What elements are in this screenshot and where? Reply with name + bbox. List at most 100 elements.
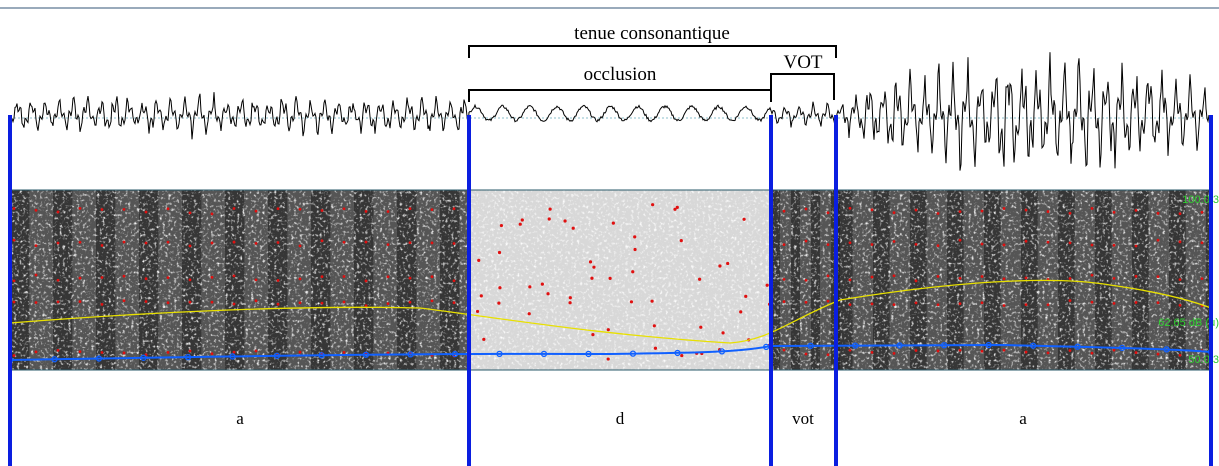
formant-dot [936, 349, 940, 353]
formant-dot [497, 250, 502, 255]
formant-dot [1134, 351, 1138, 354]
formant-dot [980, 242, 984, 246]
formant-dot [122, 299, 126, 303]
formant-dot [870, 208, 874, 212]
pitch-point [1074, 343, 1081, 350]
formant-dot [744, 294, 748, 298]
spectrogram [10, 190, 1211, 370]
formant-dot [386, 210, 390, 213]
formant-dot [631, 270, 635, 274]
pitch-point [1207, 348, 1211, 356]
formant-dot [1024, 239, 1028, 243]
formant-dot [122, 274, 126, 278]
bottom-label: 50.0 3 [1188, 354, 1219, 366]
formant-dot [1112, 348, 1116, 352]
formant-dot [100, 302, 104, 306]
formant-dot [1046, 240, 1050, 244]
top-label: 100.0 3 [1182, 194, 1219, 206]
formant-dot [652, 324, 656, 328]
formant-dot [680, 353, 684, 358]
formant-dot [1046, 303, 1050, 307]
formant-dot [1134, 244, 1138, 248]
formant-dot [1112, 243, 1116, 247]
formant-dot [1178, 240, 1182, 244]
formant-dot [1024, 276, 1028, 280]
formant-dot [188, 278, 192, 282]
formant-dot [546, 292, 550, 296]
boundaries [8, 115, 1213, 466]
formant-dot [592, 265, 596, 269]
pitch-point [273, 352, 281, 359]
segment-label: vot [792, 409, 814, 428]
formant-dot [298, 301, 302, 305]
formant-dot [497, 301, 501, 305]
formant-dot [1068, 277, 1072, 280]
pitch-point [985, 341, 992, 349]
formant-dot [699, 325, 703, 329]
formant-dot [590, 276, 594, 280]
formant-dot [1002, 348, 1006, 352]
formant-dot [650, 299, 654, 303]
formant-dot [276, 302, 280, 306]
formant-dot [1178, 353, 1182, 357]
formant-dot [408, 300, 412, 304]
formant-dot [56, 300, 60, 304]
formant-dot [1156, 238, 1160, 242]
formant-dot [144, 241, 148, 245]
formant-dot [1156, 352, 1160, 356]
formant-dot [568, 301, 572, 305]
formant-dot [188, 211, 192, 215]
formant-dot [298, 244, 302, 248]
formant-dot [210, 212, 214, 216]
formant-dot [232, 350, 236, 354]
formant-dot [804, 239, 808, 243]
formant-dot [606, 328, 610, 332]
vot-bracket [770, 73, 835, 100]
tenue-label: tenue consonantique [574, 23, 730, 44]
formant-dot [475, 309, 480, 314]
vot-label: VOT [783, 52, 822, 73]
formant-dot [78, 276, 82, 280]
formant-dot [12, 279, 16, 283]
mid-label: 62.65 dB (μ) [1158, 317, 1219, 329]
formant-dot [826, 299, 830, 303]
formant-dot [254, 209, 258, 213]
formant-dot [1068, 241, 1072, 245]
formant-dot [870, 302, 874, 306]
formant-dot [408, 241, 412, 245]
formant-dot [980, 275, 984, 278]
formant-dot [122, 351, 126, 355]
formant-dot [782, 348, 786, 352]
formant-dot [12, 354, 16, 357]
formant-dot [232, 302, 236, 306]
formant-dot [1024, 350, 1028, 354]
occlusion-bracket [468, 89, 772, 102]
formant-dot [100, 351, 104, 354]
formant-dot [914, 243, 918, 246]
formant-dot [518, 222, 522, 226]
formant-dot [122, 207, 126, 211]
formant-dot [606, 357, 610, 361]
formant-dot [78, 240, 82, 244]
formant-dot [386, 351, 390, 355]
formant-dot [166, 350, 170, 354]
pitch-point [629, 350, 637, 357]
formant-dot [848, 241, 852, 245]
pitch-point [585, 350, 592, 358]
formant-dot [1002, 207, 1006, 210]
formant-dot [892, 351, 896, 355]
formant-dot [12, 207, 16, 210]
formant-dot [78, 350, 82, 354]
formant-dot [254, 278, 258, 282]
formant-dot [848, 206, 852, 210]
formant-dot [276, 207, 280, 211]
formant-dot [232, 207, 236, 210]
formant-dot [633, 247, 637, 252]
formant-dot [958, 348, 962, 352]
pitch-point [10, 356, 14, 364]
formant-dot [430, 299, 434, 303]
formant-dot [653, 346, 658, 350]
formant-dot [482, 337, 486, 341]
formant-dot [721, 331, 725, 335]
